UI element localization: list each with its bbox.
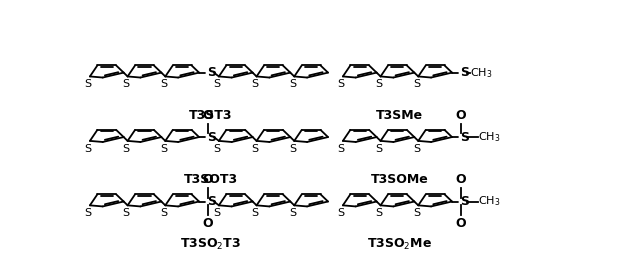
Text: S: S (214, 208, 221, 218)
Text: T3SOT3: T3SOT3 (184, 173, 238, 186)
Text: S: S (413, 79, 420, 89)
Text: T3SO$_2$T3: T3SO$_2$T3 (180, 237, 241, 252)
Text: S: S (122, 143, 129, 153)
Text: S: S (375, 143, 383, 153)
Text: T3ST3: T3ST3 (189, 109, 233, 122)
Text: CH$_3$: CH$_3$ (478, 130, 500, 144)
Text: S: S (122, 208, 129, 218)
Text: S: S (338, 143, 345, 153)
Text: S: S (413, 208, 420, 218)
Text: S: S (207, 195, 216, 208)
Text: S: S (252, 143, 259, 153)
Text: S: S (252, 208, 259, 218)
Text: S: S (338, 208, 345, 218)
Text: S: S (460, 195, 469, 208)
Text: S: S (214, 143, 221, 153)
Text: O: O (203, 109, 213, 122)
Text: T3SMe: T3SMe (376, 109, 423, 122)
Text: T3SO$_2$Me: T3SO$_2$Me (367, 237, 432, 252)
Text: S: S (252, 79, 259, 89)
Text: S: S (84, 208, 92, 218)
Text: S: S (84, 143, 92, 153)
Text: S: S (460, 66, 469, 79)
Text: S: S (214, 79, 221, 89)
Text: S: S (289, 79, 296, 89)
Text: S: S (289, 208, 296, 218)
Text: S: S (84, 79, 92, 89)
Text: S: S (460, 131, 469, 144)
Text: S: S (207, 131, 216, 144)
Text: S: S (413, 143, 420, 153)
Text: CH$_3$: CH$_3$ (470, 66, 492, 80)
Text: S: S (122, 79, 129, 89)
Text: S: S (207, 66, 216, 79)
Text: CH$_3$: CH$_3$ (478, 195, 500, 208)
Text: O: O (456, 109, 467, 122)
Text: O: O (456, 173, 467, 186)
Text: T3SOMe: T3SOMe (371, 173, 428, 186)
Text: S: S (160, 79, 167, 89)
Text: S: S (375, 79, 383, 89)
Text: O: O (203, 173, 213, 186)
Text: O: O (456, 217, 467, 230)
Text: S: S (289, 143, 296, 153)
Text: S: S (338, 79, 345, 89)
Text: S: S (160, 143, 167, 153)
Text: S: S (160, 208, 167, 218)
Text: O: O (203, 217, 213, 230)
Text: S: S (375, 208, 383, 218)
